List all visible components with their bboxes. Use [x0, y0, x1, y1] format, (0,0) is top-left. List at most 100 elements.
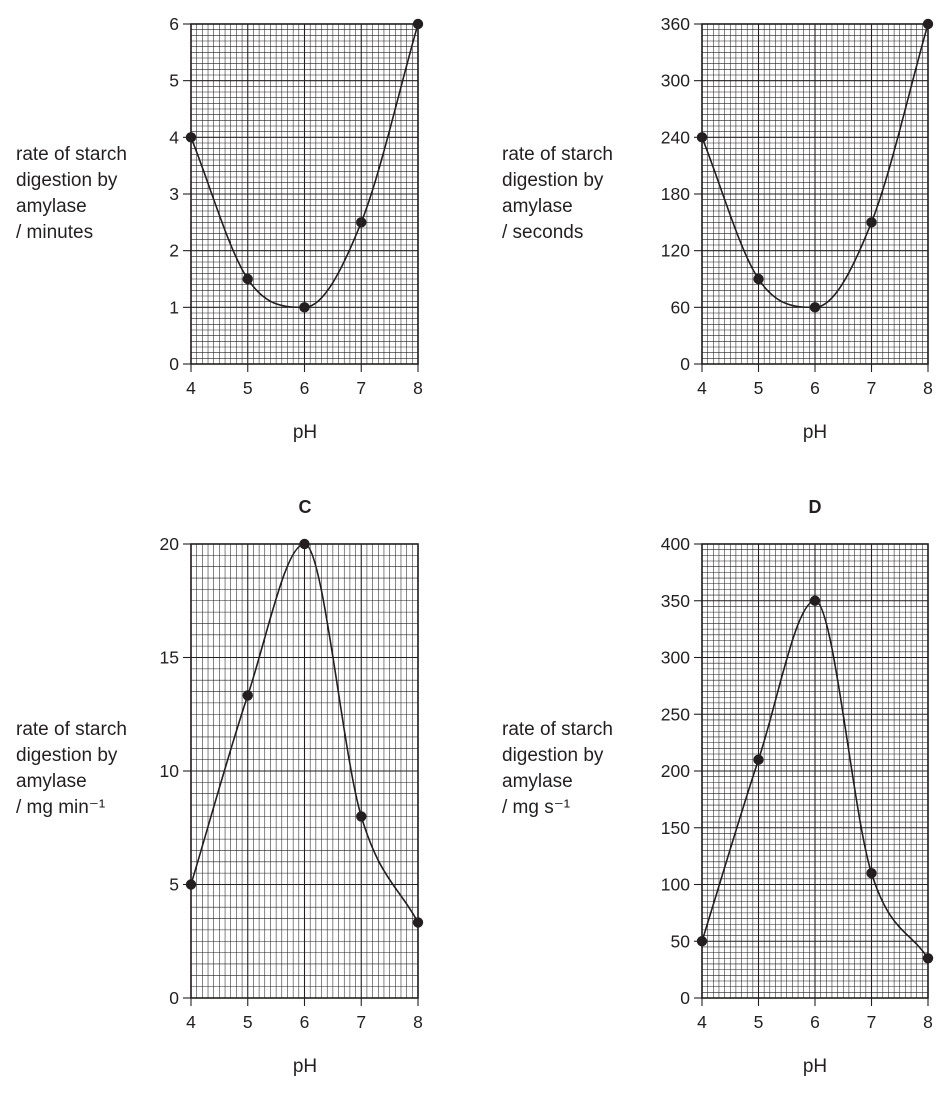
- y-axis-label-line-2: digestion by: [16, 745, 118, 766]
- x-tick-label: 5: [243, 1012, 253, 1032]
- plot-area: 0 60 120 180 240 300 360 4 5 6 7 8: [661, 14, 934, 398]
- plot-area: 0 1 2 3 4 5 6 4 5 6 7 8: [169, 14, 424, 398]
- data-point: [696, 132, 708, 143]
- grid: [190, 23, 419, 365]
- y-tick-label: 0: [169, 988, 179, 1008]
- x-axis-label: pH: [803, 422, 827, 443]
- y-tick-label: 1: [169, 297, 179, 317]
- y-axis-label-line-4: / mg s⁻¹: [502, 797, 570, 818]
- x-tick-label: 7: [356, 378, 366, 398]
- data-point: [242, 690, 253, 701]
- y-axis-label-line-3: amylase: [502, 771, 573, 792]
- y-tick-label: 150: [661, 818, 690, 838]
- y-tick-label: 100: [661, 875, 690, 895]
- data-point: [922, 953, 934, 964]
- y-tick-label: 360: [661, 14, 690, 34]
- y-tick-label: 350: [661, 591, 690, 611]
- y-tick-label: 0: [680, 354, 690, 374]
- y-tick-label: 300: [661, 648, 690, 668]
- data-point: [299, 538, 310, 550]
- x-tick-label: 4: [697, 378, 707, 398]
- panel-seconds: rate of starch digestion by amylase / se…: [502, 14, 934, 443]
- y-axis-label-line-1: rate of starch: [16, 719, 127, 740]
- data-point: [809, 302, 821, 313]
- x-tick-label: 5: [754, 1012, 764, 1032]
- x-tick-label: 7: [867, 378, 877, 398]
- data-point: [356, 811, 367, 822]
- x-tick-label: 4: [186, 1012, 196, 1032]
- y-tick-label: 50: [671, 931, 691, 951]
- y-axis-label-line-2: digestion by: [16, 170, 118, 191]
- y-axis-label-line-2: digestion by: [502, 170, 604, 191]
- data-point: [753, 754, 764, 765]
- panel-d: D rate of starch digestion by amylase / …: [502, 497, 934, 1077]
- y-tick-label: 250: [661, 704, 690, 724]
- data-point: [242, 273, 253, 285]
- y-axis-label-line-1: rate of starch: [502, 144, 613, 165]
- x-tick-label: 7: [356, 1012, 366, 1032]
- y-tick-label: 4: [169, 127, 179, 147]
- data-point: [185, 879, 197, 890]
- grid: [701, 23, 929, 365]
- y-axis-label-line-4: / minutes: [16, 222, 93, 243]
- data-point: [809, 595, 821, 606]
- panel-minutes: rate of starch digestion by amylase / mi…: [16, 14, 424, 443]
- y-tick-label: 240: [661, 127, 690, 147]
- y-tick-label: 2: [169, 241, 179, 261]
- y-tick-label: 120: [661, 241, 690, 261]
- y-tick-label: 5: [169, 71, 179, 91]
- data-point: [412, 917, 424, 928]
- y-axis-label-line-1: rate of starch: [16, 144, 127, 165]
- y-tick-label: 0: [169, 354, 179, 374]
- x-axis-label: pH: [293, 1056, 317, 1077]
- data-point: [866, 867, 877, 879]
- panel-c: C rate of starch digestion by amylase / …: [16, 497, 424, 1077]
- x-tick-label: 4: [697, 1012, 707, 1032]
- y-axis-label-line-4: / mg min⁻¹: [16, 797, 105, 818]
- x-tick-label: 6: [810, 378, 820, 398]
- y-tick-label: 15: [160, 648, 179, 668]
- data-point: [356, 217, 367, 228]
- x-tick-label: 4: [186, 378, 196, 398]
- y-tick-label: 0: [680, 988, 690, 1008]
- x-tick-label: 8: [413, 1012, 423, 1032]
- panel-title: C: [299, 497, 312, 517]
- x-tick-label: 6: [810, 1012, 820, 1032]
- panel-title: D: [809, 497, 822, 517]
- y-axis-label-line-3: amylase: [16, 771, 87, 792]
- y-axis-label-line-4: / seconds: [502, 222, 583, 243]
- y-axis-label-line-3: amylase: [502, 196, 573, 217]
- y-tick-label: 400: [661, 534, 690, 554]
- y-tick-label: 5: [169, 875, 179, 895]
- y-tick-label: 6: [169, 14, 179, 34]
- x-tick-label: 5: [754, 378, 764, 398]
- plot-area: 0 5 10 15 20 4 5 6 7 8: [160, 534, 424, 1032]
- series-curve: [190, 23, 419, 309]
- series-curve: [701, 23, 929, 309]
- y-axis-label-line-2: digestion by: [502, 745, 604, 766]
- x-tick-label: 5: [243, 378, 253, 398]
- x-tick-label: 8: [923, 1012, 933, 1032]
- x-tick-label: 8: [923, 378, 933, 398]
- data-point: [866, 217, 877, 228]
- x-axis-label: pH: [803, 1056, 827, 1077]
- data-point: [412, 18, 424, 30]
- y-tick-label: 300: [661, 71, 690, 91]
- grid: [701, 543, 929, 999]
- x-tick-label: 6: [300, 378, 310, 398]
- data-point: [185, 132, 197, 143]
- data-point: [696, 936, 708, 947]
- data-point: [922, 18, 934, 30]
- y-tick-label: 10: [160, 761, 180, 781]
- y-tick-label: 180: [661, 184, 690, 204]
- x-tick-label: 6: [300, 1012, 310, 1032]
- data-point: [753, 273, 764, 285]
- y-tick-label: 20: [160, 534, 180, 554]
- y-tick-label: 3: [169, 184, 179, 204]
- y-axis-label-line-3: amylase: [16, 196, 87, 217]
- y-axis-label-line-1: rate of starch: [502, 719, 613, 740]
- y-tick-label: 200: [661, 761, 690, 781]
- y-tick-label: 60: [671, 297, 691, 317]
- plot-area: 0 50 100 150 200 250 300 350 400 4 5 6 7 8: [661, 534, 934, 1032]
